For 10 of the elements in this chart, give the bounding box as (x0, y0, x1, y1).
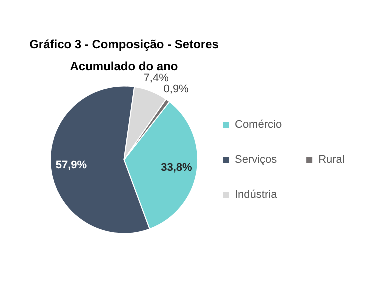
data-label: 0,9% (164, 83, 190, 96)
data-label: 33,8% (161, 162, 193, 174)
legend-label: Rural (318, 154, 345, 166)
chart-title: Gráfico 3 - Composição - Setores (30, 37, 220, 52)
legend-label: Indústria (235, 189, 278, 202)
legend-label: Serviços (235, 154, 278, 166)
data-label: 7,4% (144, 72, 170, 84)
data-label: 57,9% (56, 160, 88, 172)
legend-label: Comércio (235, 119, 282, 132)
chart-subtitle: Acumulado do ano (70, 59, 178, 74)
